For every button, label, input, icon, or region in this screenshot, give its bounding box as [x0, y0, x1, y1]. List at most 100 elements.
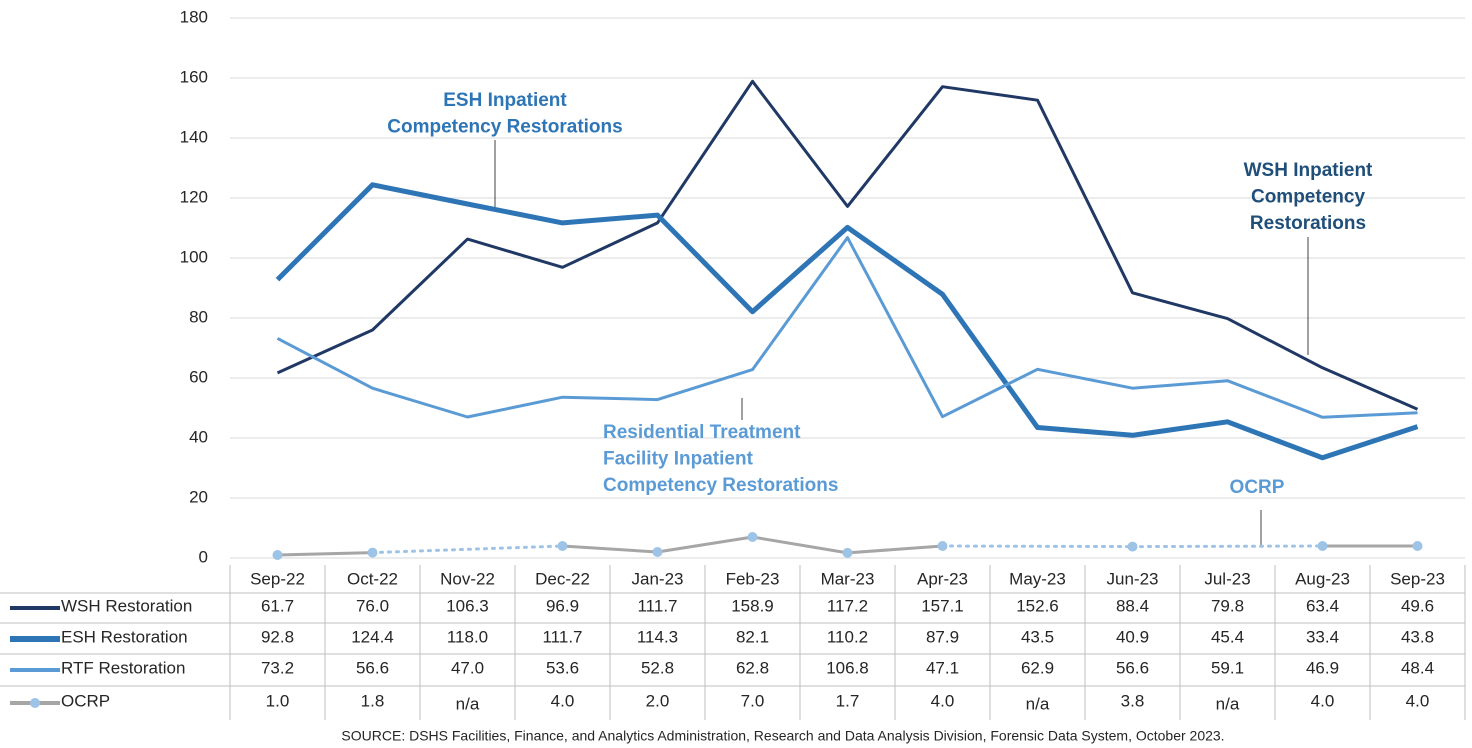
table-cell: 46.9 — [1306, 658, 1339, 677]
table-cell: 3.8 — [1121, 691, 1145, 710]
y-tick-label: 100 — [180, 247, 208, 266]
table-cell: 4.0 — [1406, 691, 1430, 710]
table-cell: 92.8 — [261, 627, 294, 646]
table-cell: 62.9 — [1021, 658, 1054, 677]
series-line — [276, 236, 1418, 419]
table-cell: 82.1 — [736, 627, 769, 646]
table-cell: 1.7 — [836, 691, 860, 710]
series-line — [277, 551, 373, 557]
point — [557, 541, 568, 551]
x-tick-label: Dec-22 — [535, 569, 590, 588]
table-cell: 114.3 — [637, 627, 678, 646]
table-cell: 33.4 — [1306, 627, 1339, 646]
table-cell: n/a — [1216, 694, 1240, 713]
annotation: WSH Inpatient — [1244, 160, 1373, 181]
annotation: Competency Restorations — [387, 117, 622, 138]
table-cell: 1.0 — [266, 691, 290, 710]
annotation: Restorations — [1250, 213, 1366, 234]
annotation: Competency — [1251, 187, 1365, 208]
table-cell: 111.7 — [542, 627, 582, 646]
legend-label: ESH Restoration — [61, 627, 188, 646]
x-tick-label: Feb-23 — [726, 569, 780, 588]
table-cell: 53.6 — [546, 658, 579, 677]
table-cell: 40.9 — [1116, 627, 1149, 646]
x-tick-label: Jun-23 — [1107, 569, 1159, 588]
point — [937, 541, 948, 551]
point — [367, 547, 378, 558]
table-cell: 79.8 — [1211, 596, 1244, 615]
y-tick-label: 20 — [189, 487, 208, 506]
x-tick-label: Mar-23 — [821, 569, 875, 588]
table-cell: 61.7 — [261, 596, 294, 615]
table-cell: 124.4 — [351, 627, 394, 646]
legend-marker — [30, 698, 40, 708]
y-tick-label: 40 — [189, 427, 208, 446]
table-cell: 118.0 — [447, 627, 488, 646]
table-cell: 56.6 — [356, 658, 389, 677]
table-cell: 43.8 — [1401, 627, 1434, 646]
table-cell: 4.0 — [931, 691, 955, 710]
y-tick-label: 160 — [180, 67, 208, 86]
point — [842, 547, 853, 558]
annotation: Residential Treatment — [603, 422, 801, 443]
y-tick-label: 80 — [189, 307, 208, 326]
table-cell: 47.1 — [926, 658, 959, 677]
table-cell: 59.1 — [1211, 658, 1244, 677]
table-cell: 76.0 — [356, 596, 389, 615]
gap-connector — [1131, 544, 1324, 549]
table-cell: 110.2 — [827, 627, 868, 646]
legend-label: RTF Restoration — [61, 658, 185, 677]
x-tick-label: May-23 — [1009, 569, 1066, 588]
table-cell: 48.4 — [1401, 658, 1434, 677]
table-cell: 96.9 — [546, 596, 579, 615]
annotation: ESH Inpatient — [443, 90, 567, 111]
table-cell: 49.6 — [1401, 596, 1434, 615]
gap-connector — [941, 544, 1134, 549]
table-cell: 45.4 — [1211, 627, 1244, 646]
table-cell: 43.5 — [1021, 627, 1054, 646]
x-tick-label: Sep-22 — [250, 569, 305, 588]
table-cell: 157.1 — [921, 596, 964, 615]
y-tick-label: 120 — [180, 187, 208, 206]
point — [1412, 541, 1423, 551]
table-cell: 63.4 — [1306, 596, 1339, 615]
table-cell: n/a — [456, 694, 480, 713]
legend-label: WSH Restoration — [61, 596, 192, 615]
y-tick-label: 180 — [180, 7, 208, 26]
point — [652, 547, 663, 557]
series-line — [275, 182, 1419, 461]
table-cell: 106.8 — [826, 658, 869, 677]
y-tick-label: 0 — [199, 547, 208, 566]
table-cell: 2.0 — [646, 691, 670, 710]
table-cell: 56.6 — [1116, 658, 1149, 677]
table-cell: 4.0 — [1311, 691, 1335, 710]
annotation: Competency Restorations — [603, 475, 838, 496]
table-cell: 111.7 — [637, 596, 677, 615]
table-cell: 117.2 — [827, 596, 868, 615]
x-tick-label: Nov-22 — [440, 569, 495, 588]
table-cell: 88.4 — [1116, 596, 1149, 615]
table-cell: 158.9 — [731, 596, 774, 615]
x-tick-label: Jan-23 — [632, 569, 684, 588]
x-tick-label: Oct-22 — [347, 569, 398, 588]
table-cell: 52.8 — [641, 658, 674, 677]
point — [1127, 541, 1138, 552]
table-cell: 47.0 — [451, 658, 484, 677]
table-cell: 1.8 — [361, 691, 385, 710]
y-tick-label: 60 — [189, 367, 208, 386]
table-cell: 87.9 — [926, 627, 959, 646]
annotation: Facility Inpatient — [603, 449, 754, 470]
table-cell: 4.0 — [551, 691, 575, 710]
table-cell: 152.6 — [1016, 596, 1059, 615]
point — [1317, 541, 1328, 551]
table-cell: 7.0 — [741, 691, 765, 710]
x-tick-label: Jul-23 — [1204, 569, 1250, 588]
table-cell: n/a — [1026, 694, 1050, 713]
table-cell: 62.8 — [736, 658, 769, 677]
legend-label: OCRP — [61, 691, 110, 710]
series-line — [276, 79, 1419, 411]
annotation: OCRP — [1230, 477, 1285, 498]
x-tick-label: Sep-23 — [1390, 569, 1445, 588]
x-tick-label: Aug-23 — [1295, 569, 1350, 588]
